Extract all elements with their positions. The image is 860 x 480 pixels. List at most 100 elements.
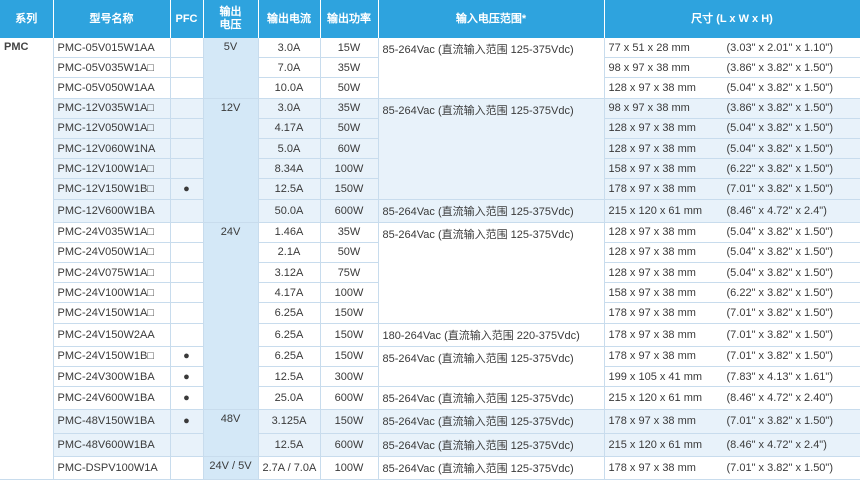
model-cell: PMC-24V035W1A□ [53, 222, 171, 243]
voltage-cell: 12V [203, 98, 259, 223]
current-cell: 2.1A [258, 242, 321, 264]
power-cell: 35W [320, 222, 379, 243]
model-cell: PMC-12V035W1A□ [53, 98, 171, 119]
model-cell: PMC-12V150W1B□ [53, 178, 171, 200]
size-mm: 77 x 51 x 28 mm [608, 41, 690, 54]
current-cell: 4.17A [258, 118, 321, 139]
power-cell: 75W [320, 262, 379, 284]
size-in: (5.04" x 3.82" x 1.50") [726, 246, 834, 259]
power-cell: 300W [320, 366, 379, 388]
current-cell: 7.0A [258, 57, 321, 79]
size-in: (5.04" x 3.82" x 1.50") [726, 81, 834, 94]
size-mm: 178 x 97 x 38 mm [608, 415, 696, 428]
model-cell: PMC-DSPV100W1A [53, 456, 171, 480]
size-cell: 128 x 97 x 38 mm (5.04" x 3.82" x 1.50") [604, 118, 860, 139]
size-mm: 128 x 97 x 38 mm [608, 266, 696, 279]
current-cell: 3.0A [258, 38, 321, 59]
power-cell: 100W [320, 282, 379, 304]
pfc-cell: ● [170, 178, 204, 200]
model-cell: PMC-05V015W1AA [53, 38, 171, 59]
voltage-cell: 24V [203, 222, 259, 411]
table-row: PMC-24V150W1A□ 6.25A 150W 178 x 97 x 38 mm (… [0, 302, 860, 324]
size-mm: 215 x 120 x 61 mm [608, 204, 703, 217]
model-cell: PMC-24V100W1A□ [53, 282, 171, 304]
size-in: (7.01" x 3.82" x 1.50") [726, 328, 834, 341]
power-cell: 50W [320, 77, 379, 99]
size-mm: 178 x 97 x 38 mm [608, 182, 696, 195]
power-cell: 100W [320, 456, 379, 480]
size-in: (7.01" x 3.82" x 1.50") [726, 182, 834, 195]
table-row: PMC-12V600W1BA 50.0A 600W 85-264Vac (直流输入范围… [0, 199, 860, 223]
power-cell: 60W [320, 138, 379, 160]
size-mm: 215 x 120 x 61 mm [608, 392, 703, 405]
current-cell: 6.25A [258, 323, 321, 347]
size-cell: 178 x 97 x 38 mm (7.01" x 3.82" x 1.50") [604, 178, 860, 200]
pfc-cell [170, 158, 204, 180]
pfc-cell [170, 242, 204, 264]
current-cell: 6.25A [258, 302, 321, 324]
model-cell: PMC-24V150W1A□ [53, 302, 171, 324]
size-cell: 178 x 97 x 38 mm (7.01" x 3.82" x 1.50") [604, 323, 860, 347]
size-mm: 98 x 97 x 38 mm [608, 61, 690, 74]
size-cell: 128 x 97 x 38 mm (5.04" x 3.82" x 1.50") [604, 222, 860, 243]
header-cell: 输出电流 [258, 0, 321, 38]
model-cell: PMC-12V100W1A□ [53, 158, 171, 180]
current-cell: 6.25A [258, 346, 321, 368]
input-cell: 85-264Vac (直流输入范围 125-375Vdc) [378, 456, 605, 480]
current-cell: 10.0A [258, 77, 321, 99]
size-in: (7.83" x 4.13" x 1.61") [726, 370, 834, 383]
pfc-cell [170, 98, 204, 119]
model-cell: PMC-12V050W1A□ [53, 118, 171, 139]
size-cell: 215 x 120 x 61 mm (8.46" x 4.72" x 2.40") [604, 386, 860, 411]
table-row: PMC-48V150W1BA ● 48V 3.125A 150W 85-264Vac (直… [0, 409, 860, 457]
model-cell: PMC-05V050W1AA [53, 77, 171, 99]
size-in: (6.22" x 3.82" x 1.50") [726, 162, 834, 175]
size-cell: 98 x 97 x 38 mm (3.86" x 3.82" x 1.50") [604, 98, 860, 119]
table-row: PMC-05V035W1A□ 7.0A 35W 98 x 97 x 38 mm (3.8… [0, 57, 860, 79]
current-cell: 3.0A [258, 98, 321, 119]
power-cell: 600W [320, 433, 379, 457]
voltage-cell: 48V [203, 409, 259, 457]
size-in: (8.46" x 4.72" x 2.40") [726, 392, 834, 405]
header-cell: 输出功率 [320, 0, 379, 38]
size-mm: 178 x 97 x 38 mm [608, 307, 696, 320]
input-cell: 85-264Vac (直流输入范围 125-375Vdc) [378, 433, 605, 457]
table-row: PMC-24V150W1B□ ● 6.25A 150W 85-264Vac (直流输入范… [0, 346, 860, 388]
input-cell: 85-264Vac (直流输入范围 125-375Vdc) [378, 38, 605, 99]
current-cell: 3.125A [258, 409, 321, 434]
power-cell: 15W [320, 38, 379, 59]
current-cell: 3.12A [258, 262, 321, 284]
power-cell: 150W [320, 302, 379, 324]
table-row: PMC-24V150W2AA 6.25A 150W 180-264Vac (直流输入范… [0, 323, 860, 347]
current-cell: 12.5A [258, 178, 321, 200]
table-row: PMC-24V035W1A□ 24V 1.46A 35W 85-264Vac (直流输入… [0, 222, 860, 411]
table-row: PMC-12V150W1B□ ● 12.5A 150W 178 x 97 x 38 mm… [0, 178, 860, 200]
header-cell: 型号名称 [53, 0, 171, 38]
size-cell: 199 x 105 x 41 mm (7.83" x 4.13" x 1.61") [604, 366, 860, 388]
size-in: (5.04" x 3.82" x 1.50") [726, 226, 834, 239]
power-cell: 150W [320, 409, 379, 434]
model-cell: PMC-24V150W1B□ [53, 346, 171, 368]
size-in: (3.03" x 2.01" x 1.10") [726, 41, 834, 54]
table-row: PMC PMC-05V015W1AA 5V 3.0A 15W 85-264Vac (直流输… [0, 38, 860, 480]
pfc-cell [170, 433, 204, 457]
power-cell: 150W [320, 346, 379, 368]
size-cell: 77 x 51 x 28 mm (3.03" x 2.01" x 1.10") [604, 38, 860, 59]
model-cell: PMC-24V075W1A□ [53, 262, 171, 284]
size-cell: 215 x 120 x 61 mm (8.46" x 4.72" x 2.4") [604, 433, 860, 457]
input-cell: 85-264Vac (直流输入范围 125-375Vdc) [378, 346, 605, 388]
header-row: 系列 型号名称 PFC 输出 电压 输出电流 输出功率 输入电压范围* 尺寸 (L… [0, 0, 860, 38]
size-in: (5.04" x 3.82" x 1.50") [726, 122, 834, 135]
size-mm: 158 x 97 x 38 mm [608, 162, 696, 175]
size-cell: 178 x 97 x 38 mm (7.01" x 3.82" x 1.50") [604, 302, 860, 324]
model-cell: PMC-24V600W1BA [53, 386, 171, 411]
size-in: (7.01" x 3.82" x 1.50") [726, 350, 834, 363]
size-cell: 178 x 97 x 38 mm (7.01" x 3.82" x 1.50") [604, 346, 860, 368]
size-cell: 158 x 97 x 38 mm (6.22" x 3.82" x 1.50") [604, 282, 860, 304]
input-cell: 85-264Vac (直流输入范围 125-375Vdc) [378, 409, 605, 434]
power-cell: 150W [320, 323, 379, 347]
header-cell: 尺寸 (L x W x H) [604, 0, 860, 38]
table-row: PMC-05V050W1AA 10.0A 50W 128 x 97 x 38 mm (5… [0, 77, 860, 99]
voltage-cell: 5V [203, 38, 259, 99]
size-cell: 128 x 97 x 38 mm (5.04" x 3.82" x 1.50") [604, 77, 860, 99]
